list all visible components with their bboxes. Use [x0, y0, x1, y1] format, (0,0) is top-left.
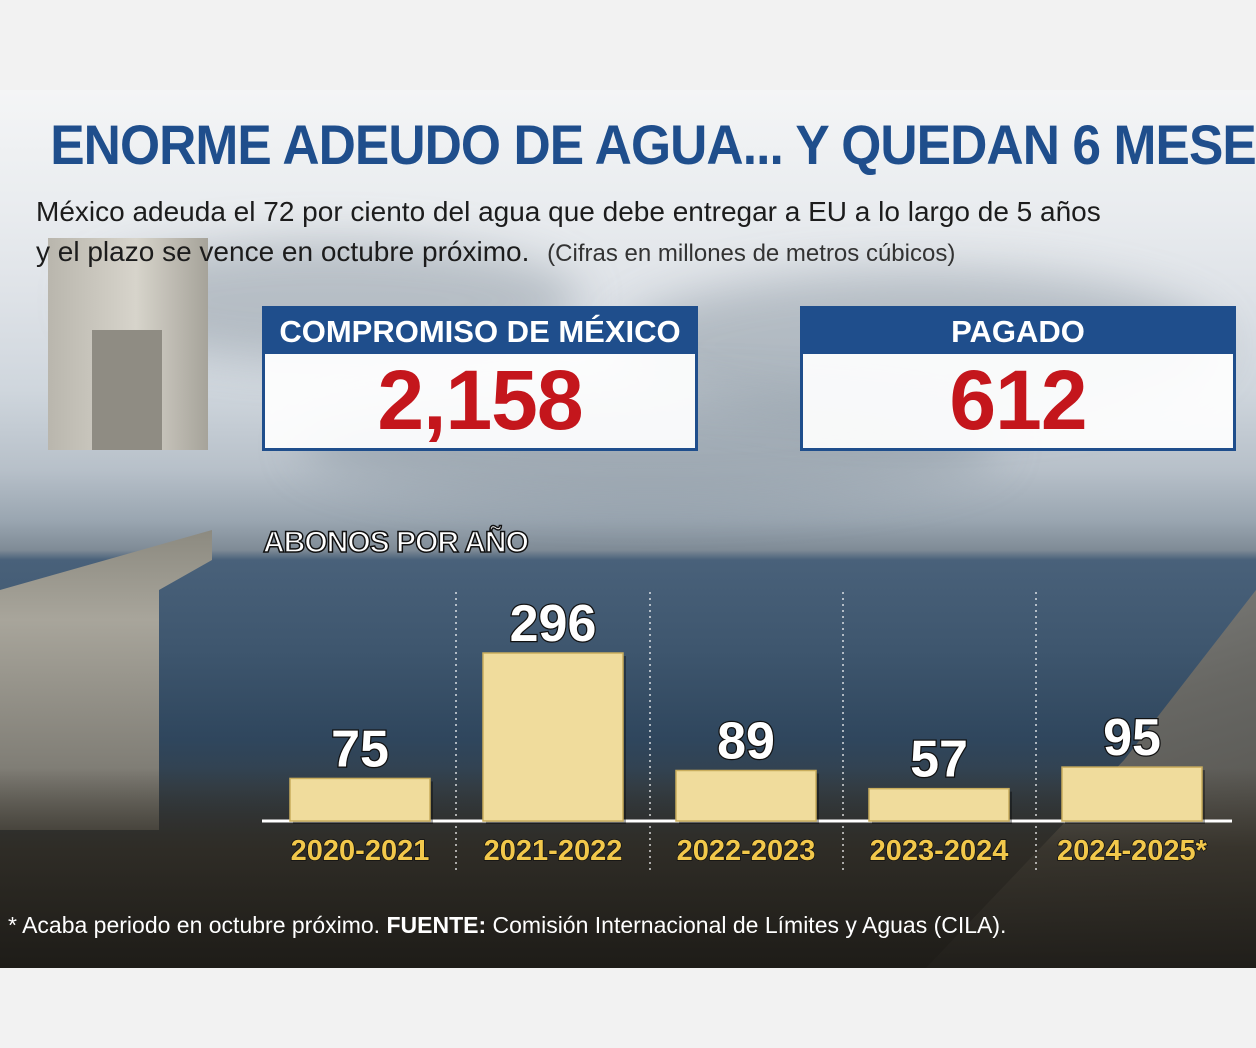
- foreground-brush: [0, 768, 1256, 968]
- commitment-value: 2,158: [377, 353, 583, 447]
- commitment-box: COMPROMISO DE MÉXICO 2,158: [262, 306, 698, 451]
- bar-value-label: 75: [331, 720, 389, 778]
- commitment-label: COMPROMISO DE MÉXICO: [265, 309, 695, 354]
- category-tick-label: 2024-2025*: [1057, 835, 1208, 867]
- bar-value-label: 57: [910, 731, 968, 789]
- bar-value-label: 89: [717, 712, 775, 770]
- footnote-note: * Acaba periodo en octubre próximo.: [8, 912, 381, 938]
- category-tick-label: 2020-2021: [291, 835, 430, 867]
- dam-tower-door: [92, 330, 162, 450]
- source-text: Comisión Internacional de Límites y Agua…: [492, 912, 1007, 938]
- subheadline-line1: México adeuda el 72 por ciento del agua …: [36, 196, 1101, 227]
- subheadline-line2: y el plazo se vence en octubre próximo.: [36, 236, 530, 267]
- bar-2024-2025*: [1061, 766, 1203, 822]
- footnote: * Acaba periodo en octubre próximo. FUEN…: [8, 912, 1006, 939]
- bar-value-label: 95: [1103, 709, 1161, 767]
- headline: ENORME ADEUDO DE AGUA... Y QUEDAN 6 MESE…: [50, 113, 1256, 176]
- category-tick-label: 2022-2023: [677, 835, 816, 867]
- bar-2020-2021: [289, 777, 431, 822]
- category-tick-label: 2021-2022: [484, 835, 623, 867]
- bar-2021-2022: [482, 652, 624, 822]
- category-tick-label: 2023-2024: [870, 835, 1009, 867]
- bar-2022-2023: [675, 769, 817, 822]
- paid-box: PAGADO 612: [800, 306, 1236, 451]
- chart-title: ABONOS POR AÑO: [262, 525, 529, 560]
- units-note: (Cifras en millones de metros cúbicos): [547, 240, 956, 267]
- paid-label: PAGADO: [803, 309, 1233, 354]
- source-label: FUENTE:: [386, 912, 487, 938]
- bar-2023-2024: [868, 787, 1010, 822]
- paid-value: 612: [949, 353, 1087, 447]
- subheadline: México adeuda el 72 por ciento del agua …: [36, 192, 1251, 274]
- bar-value-label: 296: [510, 595, 597, 653]
